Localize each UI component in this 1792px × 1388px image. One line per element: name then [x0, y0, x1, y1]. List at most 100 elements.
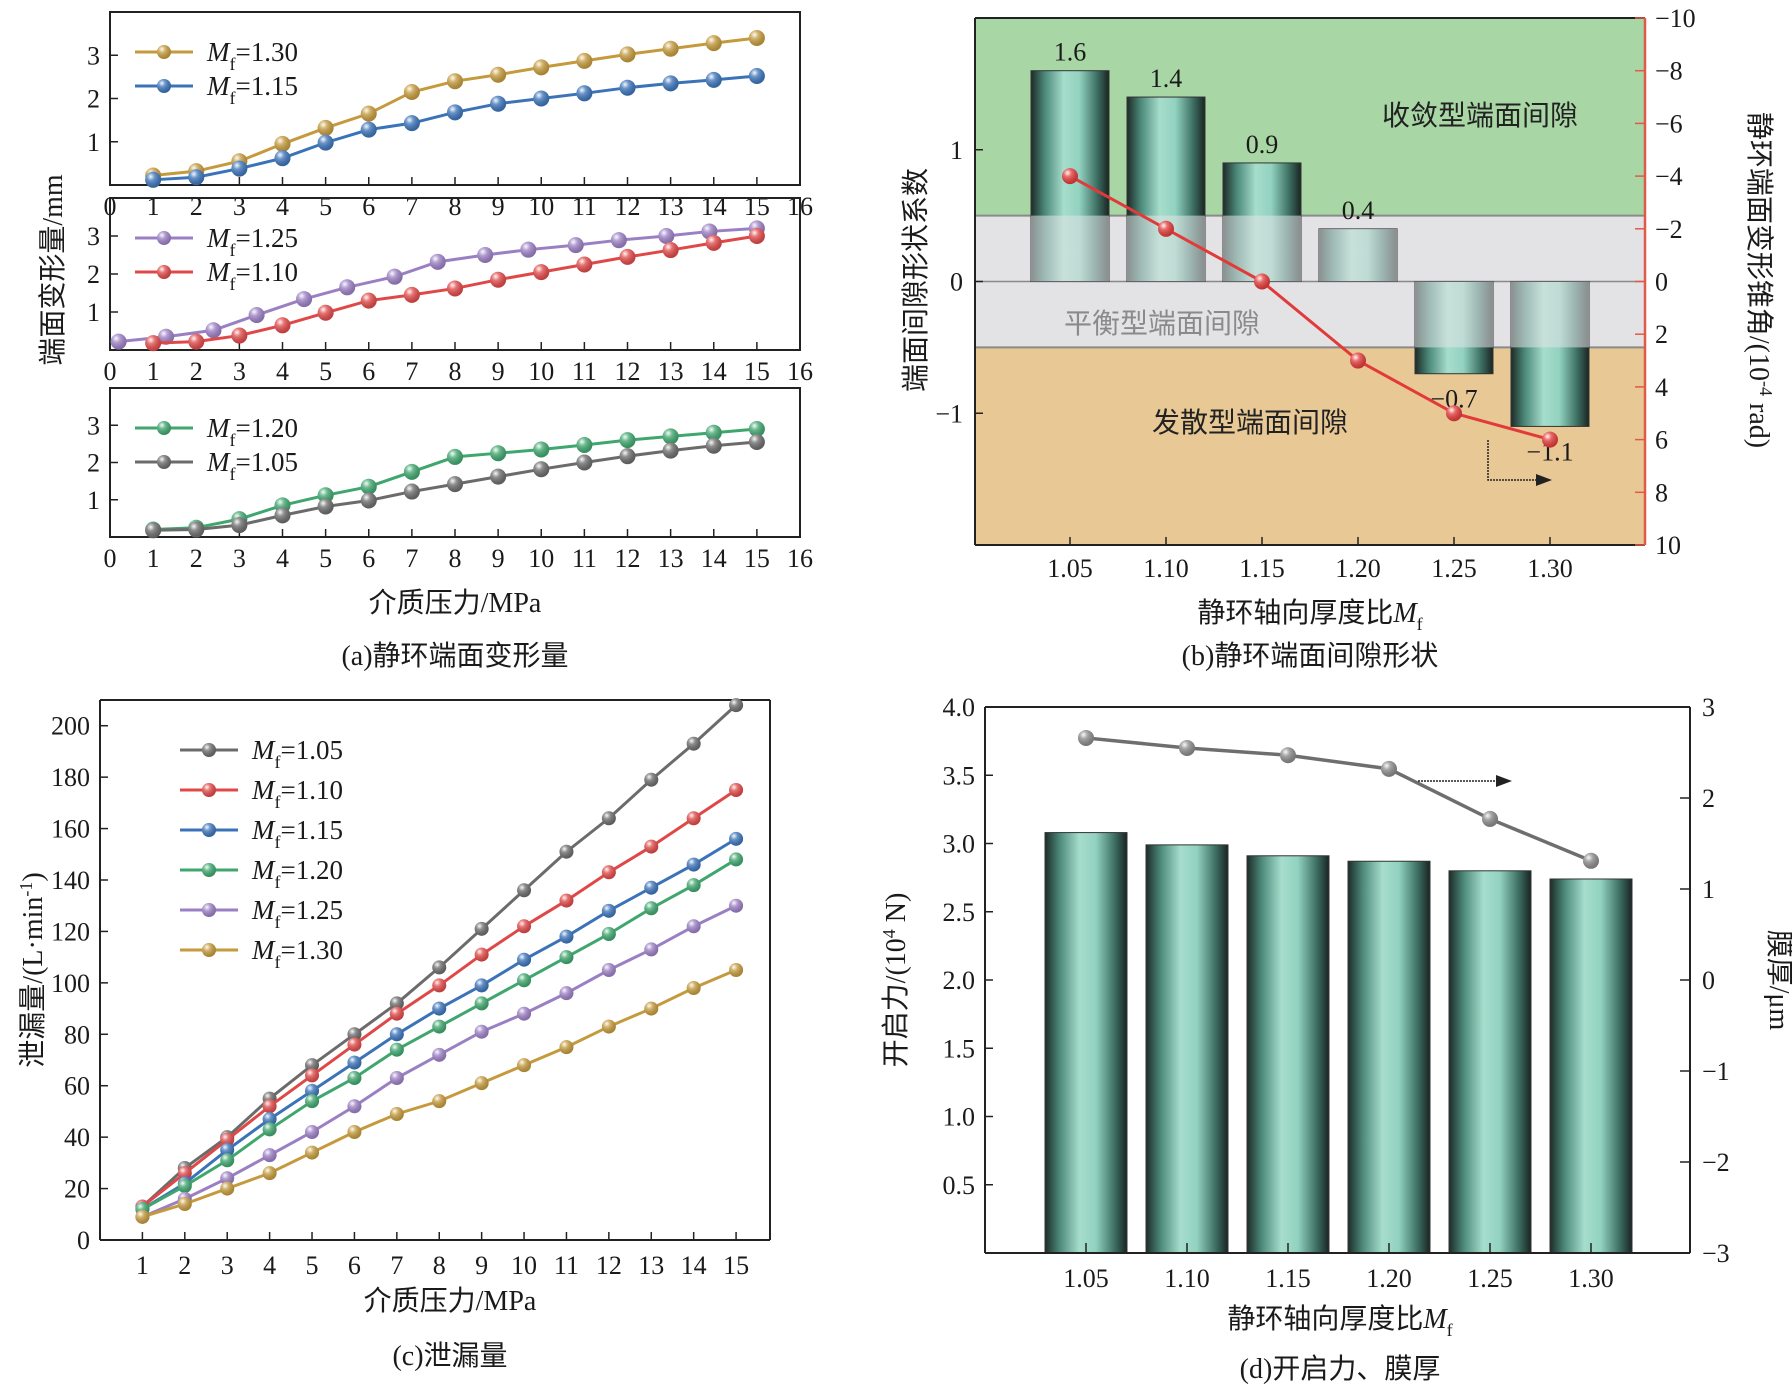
x-tick-label: 0 [104, 357, 117, 386]
panel-d: 0.5 1.0 1.5 2.0 2.5 3.0 3.5 4.0 −3 −2 −1 0 1 2 3 1.05 1.… [879, 693, 1792, 1385]
data-point-shine [262, 1148, 277, 1163]
bar-value-label: 0.4 [1342, 196, 1375, 225]
data-point-shine [644, 880, 659, 895]
data-point-shine [686, 919, 701, 934]
x-tick-label: 5 [319, 192, 332, 221]
y-tick-label: 3.5 [943, 761, 976, 790]
data-point-shine [220, 1153, 235, 1168]
data-point-shine [477, 247, 494, 263]
x-tick-label: 9 [475, 1251, 488, 1280]
data-point-shine [389, 1027, 404, 1042]
right-y-tick-label: −2 [1702, 1148, 1730, 1177]
data-point-shine [474, 1076, 489, 1091]
data-point-shine [559, 986, 574, 1001]
x-tick-label: 1.05 [1063, 1264, 1109, 1293]
x-tick-label: 3 [233, 544, 246, 573]
data-point-shine [403, 463, 420, 480]
data-point-shine [188, 333, 205, 350]
x-tick-label: 8 [433, 1251, 446, 1280]
data-point-shine [474, 996, 489, 1011]
data-point-shine [262, 1166, 277, 1181]
x-tick-label: 9 [492, 544, 505, 573]
y-tick-label: 0.5 [943, 1171, 976, 1200]
data-point-shine [403, 286, 420, 303]
legend-marker-5-shine [202, 943, 216, 957]
data-point-shine [177, 1166, 192, 1181]
legend-marker-0-shine [157, 421, 171, 435]
angle-data-point-shine [1158, 220, 1174, 237]
data-point-shine [644, 772, 659, 787]
x-tick-label: 2 [190, 544, 203, 573]
y-tick-label: 2.5 [943, 898, 976, 927]
x-tick-label: 1.25 [1467, 1264, 1513, 1293]
data-point-shine [601, 865, 616, 880]
angle-series-line [1069, 174, 1551, 442]
film-thickness-point-shine [1179, 739, 1195, 756]
data-point-shine [262, 1122, 277, 1137]
legend-marker-1-shine [202, 783, 216, 797]
data-point-shine [305, 1068, 320, 1083]
data-point-shine [135, 1209, 150, 1224]
data-point-shine [686, 736, 701, 751]
data-point-shine [205, 322, 222, 339]
right-y-tick-label: 8 [1655, 478, 1668, 507]
data-point-shine [686, 981, 701, 995]
x-tick-label: 15 [723, 1251, 749, 1280]
data-point-shine [576, 85, 593, 102]
x-tick-label: 1 [136, 1251, 149, 1280]
data-point-shine [517, 973, 532, 988]
x-tick-label: 6 [348, 1251, 361, 1280]
y-tick-label: 100 [51, 969, 90, 998]
x-tick-label: 11 [572, 192, 597, 221]
legend-marker-1-shine [157, 265, 171, 279]
y-tick-label: 120 [51, 917, 90, 946]
right-y-tick-label: −4 [1655, 162, 1683, 191]
data-point-shine [145, 522, 162, 539]
data-point-shine [474, 921, 489, 936]
data-point-shine [705, 35, 722, 52]
y-tick-label: 1 [87, 128, 100, 157]
data-point-shine [248, 307, 265, 324]
x-tick-label: 5 [306, 1251, 319, 1280]
right-y-tick-label: 6 [1655, 426, 1668, 455]
x-tick-label: 1.15 [1239, 554, 1285, 583]
panel-d-xlabel: 静环轴向厚度比Mf [1227, 1303, 1452, 1340]
angle-data-point-shine [1254, 273, 1270, 290]
x-tick-label: 16 [787, 544, 813, 573]
x-tick-label: 3 [233, 192, 246, 221]
data-point-shine [432, 978, 447, 993]
data-point-shine [432, 1047, 447, 1062]
data-point-shine [658, 228, 675, 244]
data-point-shine [576, 436, 593, 453]
data-point-shine [576, 256, 593, 273]
data-point-shine [517, 919, 532, 934]
data-point-shine [220, 1171, 235, 1186]
x-tick-label: 3 [221, 1251, 234, 1280]
bar [1549, 878, 1633, 1254]
x-tick-label: 6 [362, 192, 375, 221]
data-point-shine [347, 1055, 362, 1070]
legend-marker-1-shine [157, 455, 171, 469]
data-point-shine [729, 963, 744, 977]
x-tick-label: 2 [190, 192, 203, 221]
data-point-shine [748, 228, 765, 244]
data-point-shine [644, 1001, 659, 1016]
legend-label-2: Mf=1.15 [251, 815, 343, 852]
data-point-shine [490, 95, 507, 112]
legend-label-3: Mf=1.20 [251, 855, 343, 892]
data-point-shine [403, 115, 420, 132]
x-tick-label: 8 [449, 544, 462, 573]
x-tick-label: 2 [178, 1251, 191, 1280]
panel-a-ylabel: 端面变形量/mm [37, 174, 69, 366]
data-point-shine [360, 105, 377, 122]
y-tick-label: 140 [51, 866, 90, 895]
data-point-shine [559, 893, 574, 908]
data-point-shine [386, 268, 403, 285]
data-point-shine [644, 839, 659, 854]
data-point-shine [686, 857, 701, 872]
